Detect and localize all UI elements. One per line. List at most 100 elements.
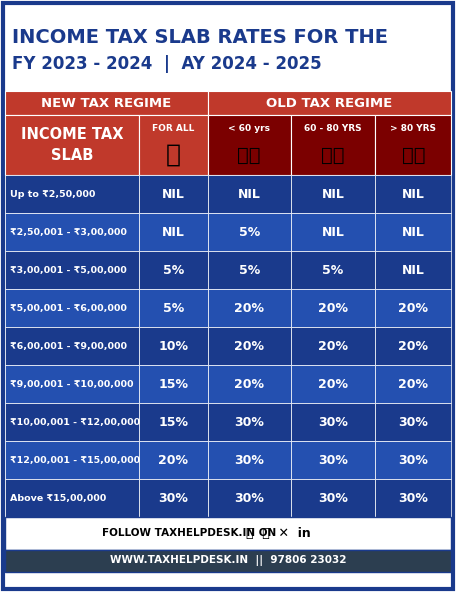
- FancyBboxPatch shape: [139, 365, 208, 403]
- Text: 👴👵: 👴👵: [401, 146, 425, 165]
- Text: 60 - 80 YRS: 60 - 80 YRS: [304, 124, 362, 133]
- FancyBboxPatch shape: [291, 403, 375, 441]
- Text: INCOME TAX
SLAB: INCOME TAX SLAB: [20, 127, 123, 163]
- Text: 5%: 5%: [163, 263, 184, 276]
- FancyBboxPatch shape: [291, 251, 375, 289]
- FancyBboxPatch shape: [5, 213, 139, 251]
- FancyBboxPatch shape: [139, 479, 208, 517]
- Text: NIL: NIL: [402, 263, 425, 276]
- Text: OLD TAX REGIME: OLD TAX REGIME: [266, 96, 393, 110]
- Text: ₹6,00,001 - ₹9,00,000: ₹6,00,001 - ₹9,00,000: [9, 342, 127, 350]
- Text: 30%: 30%: [318, 416, 348, 429]
- Text: ₹2,50,001 - ₹3,00,000: ₹2,50,001 - ₹3,00,000: [9, 227, 127, 236]
- FancyBboxPatch shape: [375, 251, 451, 289]
- FancyBboxPatch shape: [208, 479, 291, 517]
- FancyBboxPatch shape: [208, 365, 291, 403]
- Text: ₹9,00,001 - ₹10,00,000: ₹9,00,001 - ₹10,00,000: [9, 379, 133, 388]
- FancyBboxPatch shape: [5, 91, 208, 115]
- FancyBboxPatch shape: [375, 213, 451, 251]
- FancyBboxPatch shape: [291, 327, 375, 365]
- Text: NIL: NIL: [321, 226, 345, 239]
- FancyBboxPatch shape: [5, 441, 139, 479]
- FancyBboxPatch shape: [5, 251, 139, 289]
- FancyBboxPatch shape: [139, 289, 208, 327]
- Text: FY 2023 - 2024  |  AY 2024 - 2025: FY 2023 - 2024 | AY 2024 - 2025: [11, 55, 321, 73]
- FancyBboxPatch shape: [291, 289, 375, 327]
- FancyBboxPatch shape: [5, 365, 139, 403]
- FancyBboxPatch shape: [139, 115, 208, 175]
- Text: ₹10,00,001 - ₹12,00,000: ₹10,00,001 - ₹12,00,000: [9, 417, 140, 426]
- FancyBboxPatch shape: [375, 441, 451, 479]
- Text: 30%: 30%: [234, 491, 264, 504]
- Text: 20%: 20%: [158, 453, 188, 466]
- Text: 20%: 20%: [234, 378, 264, 391]
- Text: 20%: 20%: [234, 339, 264, 352]
- FancyBboxPatch shape: [375, 115, 451, 175]
- Text: 20%: 20%: [398, 339, 428, 352]
- FancyBboxPatch shape: [3, 3, 453, 589]
- FancyBboxPatch shape: [5, 479, 139, 517]
- Text: FOR ALL: FOR ALL: [152, 124, 194, 133]
- Text: 20%: 20%: [398, 378, 428, 391]
- FancyBboxPatch shape: [5, 327, 139, 365]
- FancyBboxPatch shape: [375, 479, 451, 517]
- Text: ₹12,00,001 - ₹15,00,000: ₹12,00,001 - ₹15,00,000: [9, 455, 140, 465]
- FancyBboxPatch shape: [291, 441, 375, 479]
- FancyBboxPatch shape: [208, 289, 291, 327]
- FancyBboxPatch shape: [291, 175, 375, 213]
- FancyBboxPatch shape: [375, 289, 451, 327]
- Text: 15%: 15%: [158, 416, 188, 429]
- FancyBboxPatch shape: [375, 175, 451, 213]
- Text: 👦👧: 👦👧: [237, 146, 261, 165]
- FancyBboxPatch shape: [5, 517, 451, 550]
- Text: NIL: NIL: [321, 188, 345, 201]
- FancyBboxPatch shape: [291, 213, 375, 251]
- Text: 30%: 30%: [234, 416, 264, 429]
- FancyBboxPatch shape: [375, 365, 451, 403]
- Text: 5%: 5%: [163, 301, 184, 314]
- Text: NEW TAX REGIME: NEW TAX REGIME: [41, 96, 172, 110]
- Text: 5%: 5%: [322, 263, 344, 276]
- Text: 30%: 30%: [318, 453, 348, 466]
- FancyBboxPatch shape: [375, 327, 451, 365]
- Text: 👨👩: 👨👩: [321, 146, 345, 165]
- Text: NIL: NIL: [402, 226, 425, 239]
- Text: 🐦  📷  ✕  in: 🐦 📷 ✕ in: [246, 527, 310, 540]
- Text: 15%: 15%: [158, 378, 188, 391]
- Text: ₹5,00,001 - ₹6,00,000: ₹5,00,001 - ₹6,00,000: [9, 304, 127, 313]
- Text: 30%: 30%: [398, 453, 428, 466]
- FancyBboxPatch shape: [291, 479, 375, 517]
- FancyBboxPatch shape: [208, 213, 291, 251]
- FancyBboxPatch shape: [139, 327, 208, 365]
- FancyBboxPatch shape: [139, 251, 208, 289]
- FancyBboxPatch shape: [208, 327, 291, 365]
- Text: 30%: 30%: [398, 491, 428, 504]
- Text: ₹3,00,001 - ₹5,00,000: ₹3,00,001 - ₹5,00,000: [9, 265, 127, 275]
- FancyBboxPatch shape: [139, 403, 208, 441]
- Text: 5%: 5%: [238, 226, 260, 239]
- Text: NIL: NIL: [162, 188, 185, 201]
- Text: 20%: 20%: [318, 339, 348, 352]
- Text: < 60 yrs: < 60 yrs: [228, 124, 270, 133]
- FancyBboxPatch shape: [208, 115, 291, 175]
- Text: 30%: 30%: [234, 453, 264, 466]
- Text: NIL: NIL: [402, 188, 425, 201]
- Text: 5%: 5%: [238, 263, 260, 276]
- Text: 20%: 20%: [234, 301, 264, 314]
- FancyBboxPatch shape: [5, 115, 139, 175]
- Text: Up to ₹2,50,000: Up to ₹2,50,000: [9, 189, 95, 198]
- Text: 20%: 20%: [318, 378, 348, 391]
- Text: INCOME TAX SLAB RATES FOR THE: INCOME TAX SLAB RATES FOR THE: [11, 28, 388, 47]
- FancyBboxPatch shape: [208, 403, 291, 441]
- Text: FOLLOW TAXHELPDESK.IN ON: FOLLOW TAXHELPDESK.IN ON: [102, 529, 277, 539]
- FancyBboxPatch shape: [5, 289, 139, 327]
- FancyBboxPatch shape: [208, 441, 291, 479]
- FancyBboxPatch shape: [139, 175, 208, 213]
- FancyBboxPatch shape: [208, 251, 291, 289]
- FancyBboxPatch shape: [208, 91, 451, 115]
- Text: NIL: NIL: [162, 226, 185, 239]
- Text: Above ₹15,00,000: Above ₹15,00,000: [9, 494, 106, 503]
- FancyBboxPatch shape: [5, 403, 139, 441]
- Text: 30%: 30%: [158, 491, 188, 504]
- FancyBboxPatch shape: [5, 175, 139, 213]
